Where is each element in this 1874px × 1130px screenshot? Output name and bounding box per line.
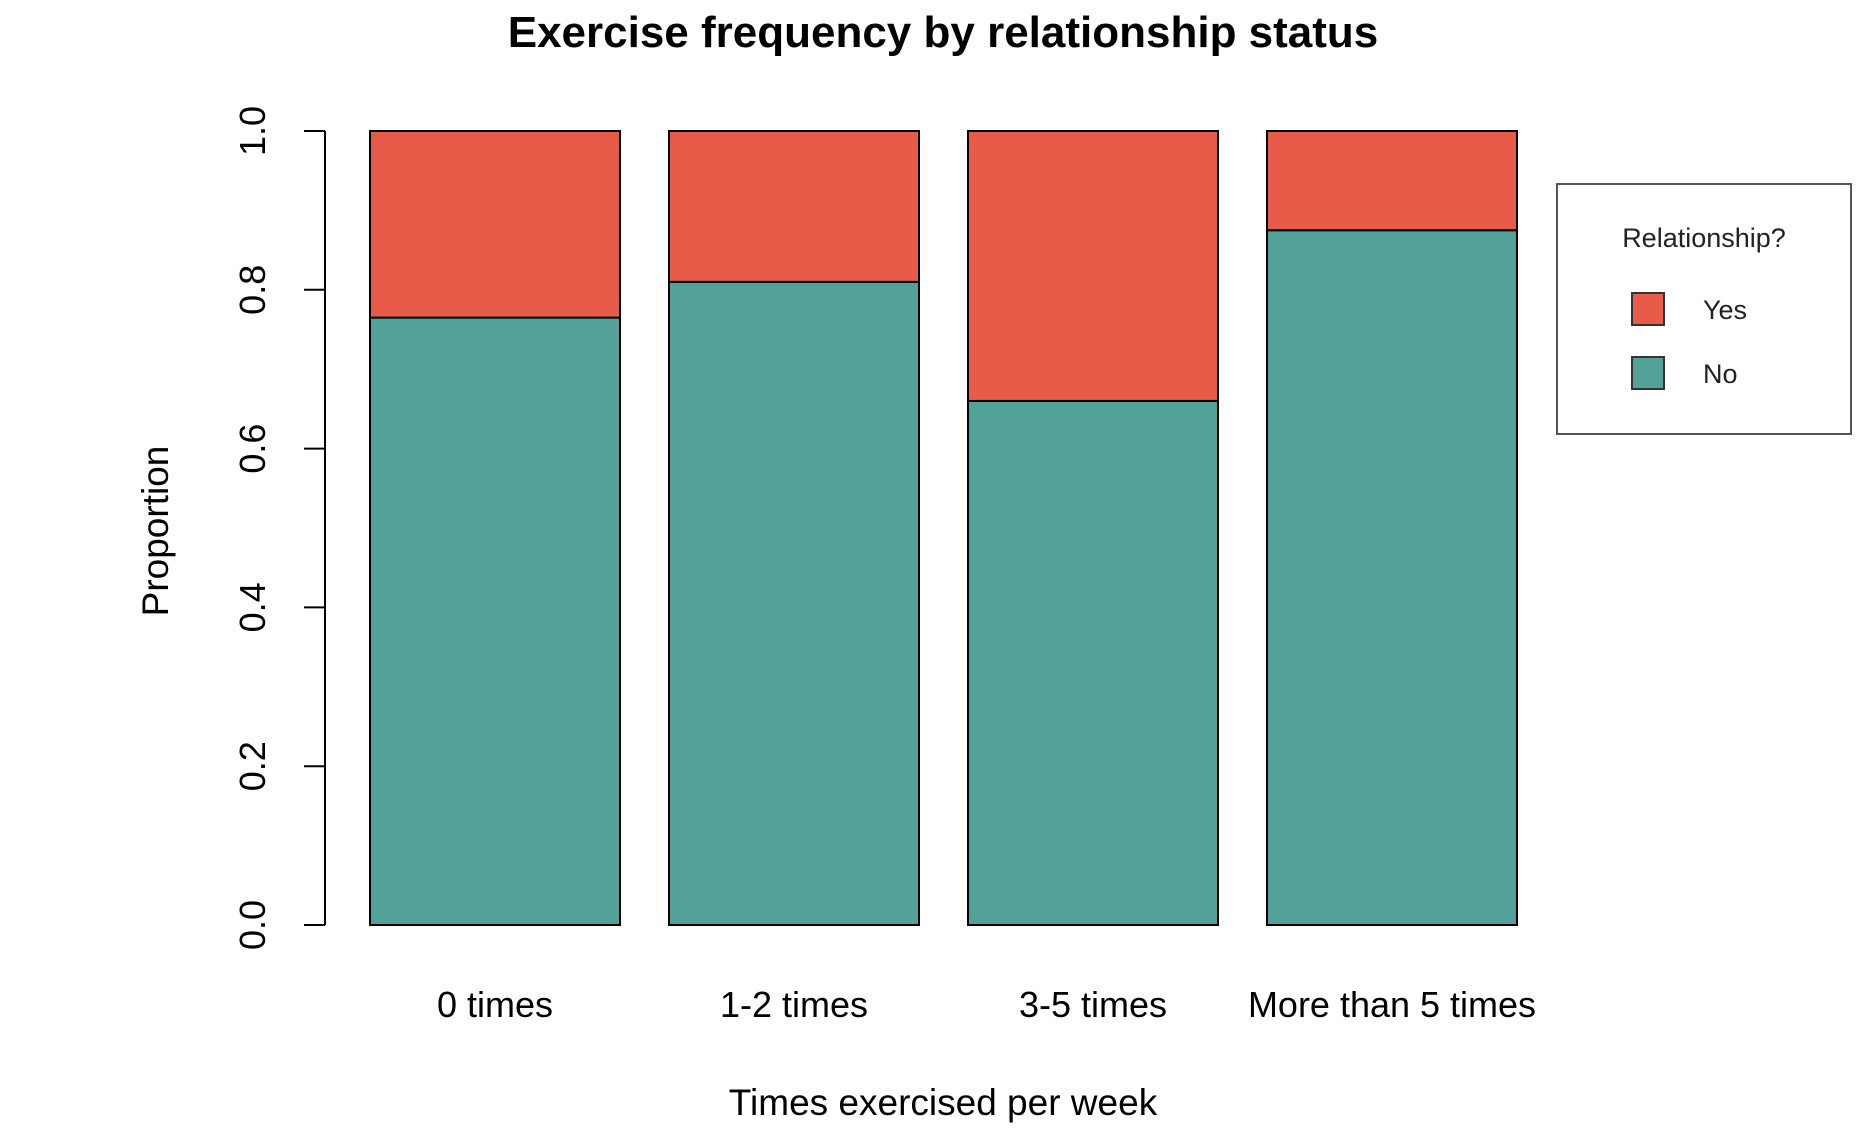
bar-segment-yes — [668, 130, 920, 283]
y-axis-tick-label: 0.6 — [232, 424, 273, 474]
legend-label-yes: Yes — [1703, 295, 1747, 325]
bar-segment-no — [1266, 229, 1518, 926]
bar-segment-yes — [369, 130, 621, 319]
legend-title: Relationship? — [1622, 223, 1786, 253]
bars — [369, 130, 1518, 926]
legend-swatch-yes — [1631, 292, 1665, 326]
legend: Relationship? Yes No — [1556, 183, 1852, 435]
legend-swatch-no — [1631, 356, 1665, 390]
x-axis-label: Times exercised per week — [729, 1082, 1158, 1123]
y-axis-tick-label: 0.2 — [232, 741, 273, 791]
chart-title: Exercise frequency by relationship statu… — [508, 8, 1379, 57]
bar-segment-no — [668, 280, 920, 926]
x-axis-tick-label: 0 times — [437, 984, 553, 1025]
legend-box — [1556, 183, 1852, 435]
bar-segment-yes — [1266, 130, 1518, 232]
x-axis-tick-labels: 0 times 1-2 times 3-5 times More than 5 tim… — [437, 984, 1536, 1025]
x-axis-tick-label: 3-5 times — [1019, 984, 1167, 1025]
legend-label-no: No — [1703, 359, 1738, 389]
bar-segment-no — [369, 316, 621, 926]
y-axis-label: Proportion — [135, 446, 176, 617]
x-axis-tick-label: 1-2 times — [720, 984, 868, 1025]
x-axis-tick-label: More than 5 times — [1248, 984, 1536, 1025]
y-axis-tick-label: 0.4 — [232, 582, 273, 632]
y-axis: 0.0 0.2 0.4 0.6 0.8 1.0 — [232, 106, 326, 950]
y-axis-tick-label: 0.0 — [232, 900, 273, 950]
legend-entries: Yes No — [1631, 292, 1747, 390]
bar-segment-yes — [967, 130, 1219, 402]
bar-segment-no — [967, 399, 1219, 926]
y-axis-tick-label: 1.0 — [232, 106, 273, 156]
y-axis-tick-label: 0.8 — [232, 265, 273, 315]
